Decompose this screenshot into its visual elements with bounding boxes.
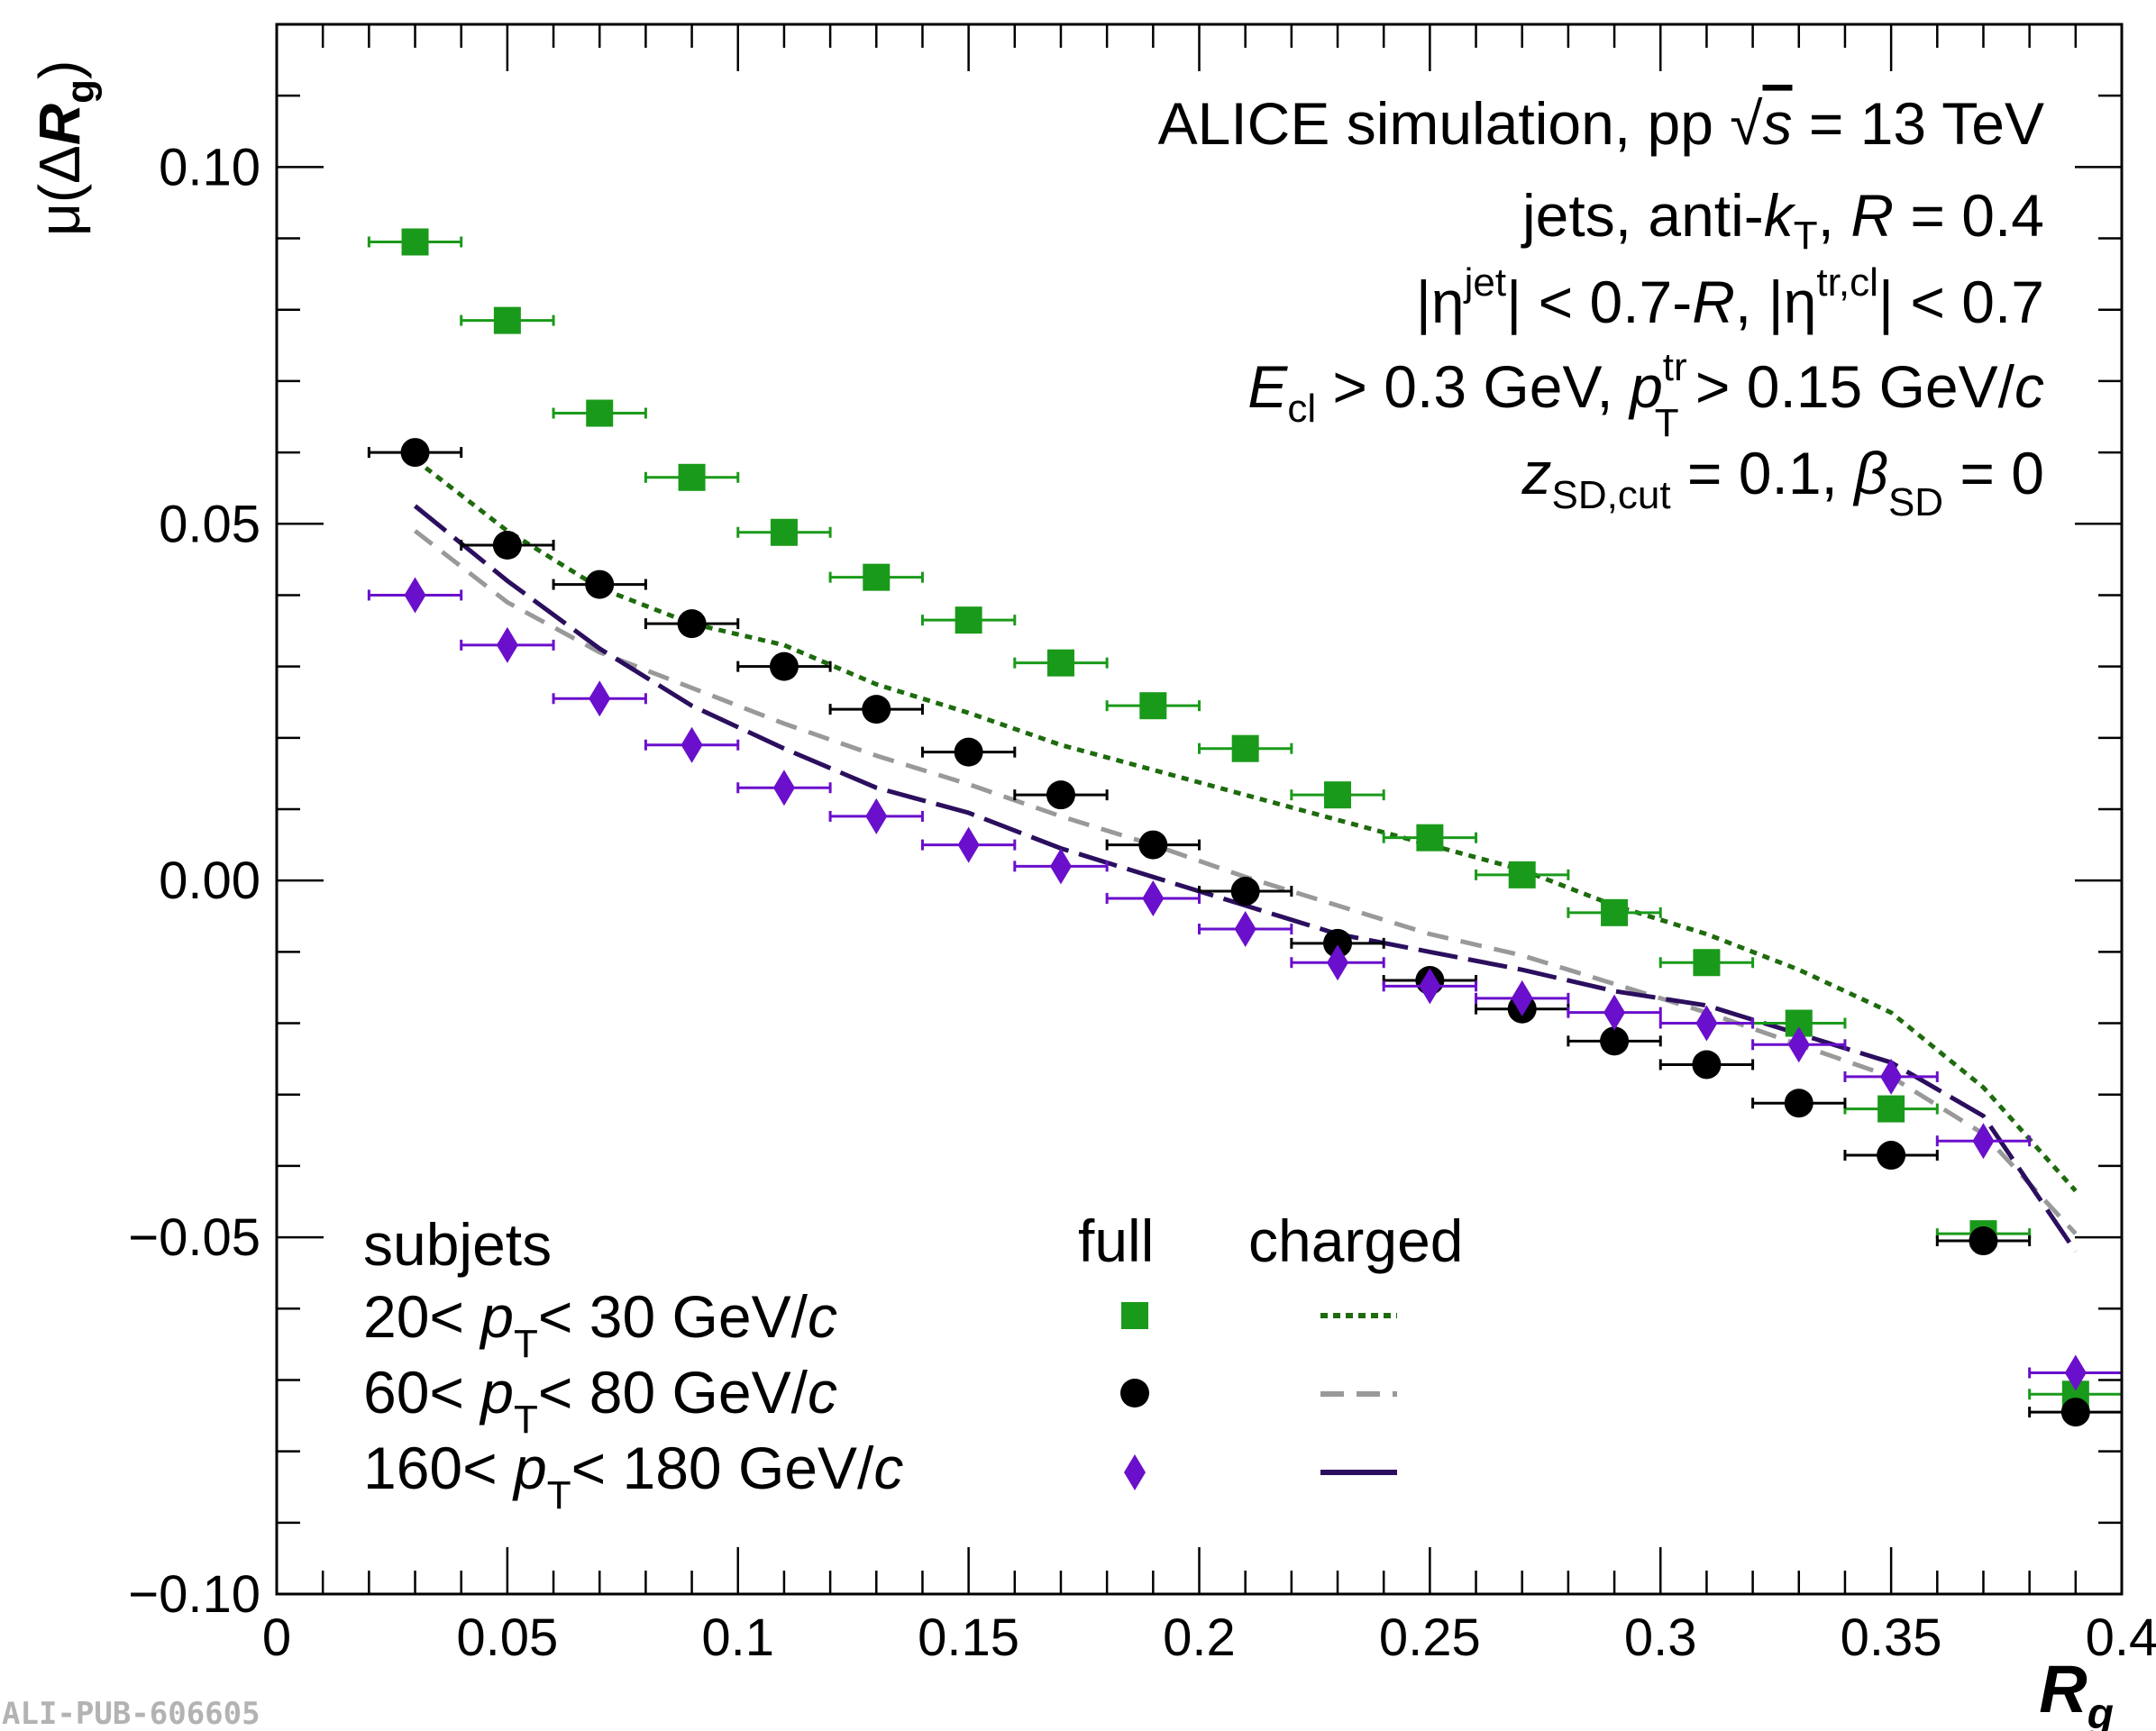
data-point-circle bbox=[585, 569, 615, 599]
data-point-circle bbox=[2060, 1398, 2090, 1427]
data-point-square bbox=[1046, 649, 1074, 677]
data-point-circle bbox=[1323, 928, 1353, 958]
y-tick-label: 0.10 bbox=[159, 138, 260, 196]
x-tick-label: 0.3 bbox=[1624, 1608, 1697, 1667]
data-point-diamond bbox=[1603, 994, 1626, 1031]
x-tick-label: 0.25 bbox=[1379, 1608, 1481, 1667]
axes-layer: 0 0.05 0.1 0.15 0.2 0.25 0.3 0.35 0.4 0.10 0.05 0.0… bbox=[128, 23, 2156, 1667]
data-point-diamond bbox=[772, 770, 795, 806]
data-point-diamond bbox=[1511, 979, 1533, 1016]
data-point-circle bbox=[1784, 1089, 1813, 1118]
annotation-line-3: |ηjet| < 0.7-R, |ηtr,cl| < 0.7 bbox=[1416, 260, 2044, 335]
y-axis-title: μ(ΔRg) bbox=[27, 60, 103, 236]
annotation-line-4: Ecl > 0.3 GeV, ptr T > 0.15 GeV/c bbox=[1247, 345, 2044, 445]
y-tick-label: −0.05 bbox=[128, 1208, 260, 1267]
data-layer bbox=[367, 228, 2124, 1427]
data-point-square bbox=[1231, 734, 1259, 762]
data-point-diamond bbox=[589, 680, 611, 717]
data-point-square bbox=[1601, 898, 1629, 926]
data-point-circle bbox=[1230, 877, 1260, 906]
annotation-block: ALICE simulation, pp √s = 13 TeV jets, a… bbox=[1158, 90, 2044, 524]
data-point-square bbox=[1508, 861, 1536, 888]
legend-col-charged: charged bbox=[1248, 1207, 1464, 1274]
legend-marker-circle bbox=[1120, 1379, 1149, 1408]
data-point-square bbox=[1416, 824, 1444, 852]
data-point-square bbox=[586, 399, 614, 427]
annotation-line-2: jets, anti-kT, R = 0.4 bbox=[1521, 182, 2044, 258]
data-point-circle bbox=[769, 651, 799, 681]
data-point-diamond bbox=[1327, 944, 1349, 981]
data-point-circle bbox=[954, 737, 983, 767]
data-point-circle bbox=[677, 609, 707, 639]
x-tick-label: 0.15 bbox=[918, 1608, 1019, 1667]
data-point-diamond bbox=[1234, 911, 1256, 948]
x-tick-label: 0.05 bbox=[456, 1608, 558, 1667]
data-point-diamond bbox=[496, 626, 518, 663]
data-point-diamond bbox=[1880, 1058, 1903, 1095]
data-point-square bbox=[1324, 781, 1352, 809]
annotation-line-1: ALICE simulation, pp √s = 13 TeV bbox=[1158, 90, 2044, 157]
watermark: ALI-PUB-606605 bbox=[2, 1696, 260, 1731]
data-point-circle bbox=[1692, 1050, 1722, 1080]
data-point-diamond bbox=[1972, 1123, 1995, 1160]
data-point-diamond bbox=[1695, 1005, 1718, 1042]
data-point-square bbox=[1693, 949, 1721, 977]
legend-marker-square bbox=[1121, 1302, 1148, 1329]
data-point-circle bbox=[400, 438, 430, 468]
data-point-diamond bbox=[1419, 968, 1441, 1005]
data-point-circle bbox=[1877, 1141, 1906, 1171]
data-point-diamond bbox=[1049, 848, 1072, 885]
data-point-diamond bbox=[865, 797, 888, 834]
legend-header: subjets bbox=[363, 1211, 552, 1278]
data-point-square bbox=[401, 228, 429, 256]
x-tick-label: 0.2 bbox=[1163, 1608, 1236, 1667]
data-point-circle bbox=[1969, 1226, 1998, 1256]
data-point-diamond bbox=[681, 726, 703, 763]
data-point-square bbox=[770, 518, 798, 546]
data-point-circle bbox=[1046, 780, 1075, 810]
x-tick-label: 0 bbox=[262, 1608, 291, 1667]
data-point-square bbox=[678, 463, 706, 491]
data-point-square bbox=[1139, 692, 1167, 720]
data-point-square bbox=[863, 563, 891, 591]
y-tick-label: 0.05 bbox=[159, 495, 260, 553]
data-point-circle bbox=[1600, 1026, 1630, 1056]
data-point-diamond bbox=[1142, 879, 1165, 916]
data-point-square bbox=[1877, 1095, 1905, 1123]
x-tick-label: 0.35 bbox=[1841, 1608, 1942, 1667]
data-point-circle bbox=[862, 695, 891, 724]
data-point-circle bbox=[492, 531, 522, 560]
legend-col-full: full bbox=[1078, 1207, 1154, 1274]
data-point-diamond bbox=[1787, 1026, 1810, 1063]
y-tick-label: 0.00 bbox=[159, 852, 260, 910]
annotation-line-5: zSD,cut = 0.1, βSD = 0 bbox=[1521, 440, 2044, 524]
data-point-diamond bbox=[2064, 1354, 2087, 1391]
data-point-square bbox=[955, 606, 982, 634]
data-point-diamond bbox=[957, 826, 980, 863]
x-tick-label: 0.4 bbox=[2086, 1608, 2156, 1667]
x-tick-label: 0.1 bbox=[701, 1608, 774, 1667]
legend-marker-diamond bbox=[1124, 1454, 1146, 1490]
data-point-square bbox=[493, 306, 521, 334]
data-point-diamond bbox=[404, 577, 426, 614]
y-tick-label: −0.10 bbox=[128, 1565, 260, 1624]
data-point-circle bbox=[1138, 830, 1168, 860]
